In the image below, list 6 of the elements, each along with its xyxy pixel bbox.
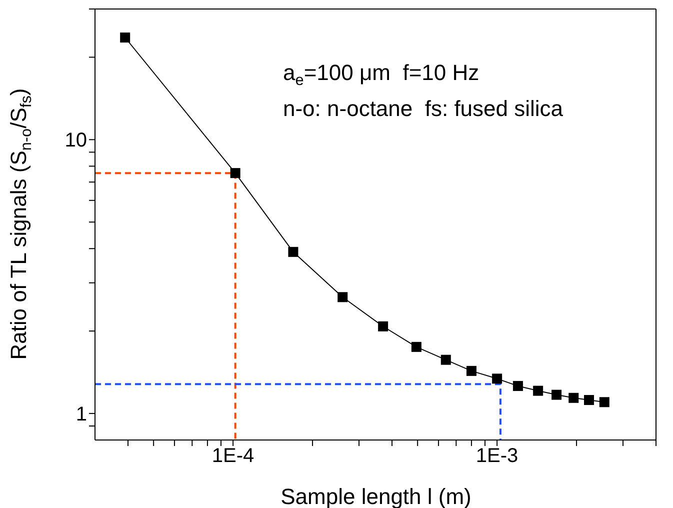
y-tick-label: 10 bbox=[64, 130, 87, 152]
y-tick-label: 1 bbox=[76, 404, 87, 426]
annotation: a$_{e}$=100 μm f=10 Hz bbox=[283, 60, 480, 88]
x-tick-label: 1E-4 bbox=[212, 445, 254, 468]
annotation: n-o: n-octane fs: fused silica bbox=[283, 96, 564, 121]
x-tick-label: 1E-3 bbox=[476, 445, 518, 468]
